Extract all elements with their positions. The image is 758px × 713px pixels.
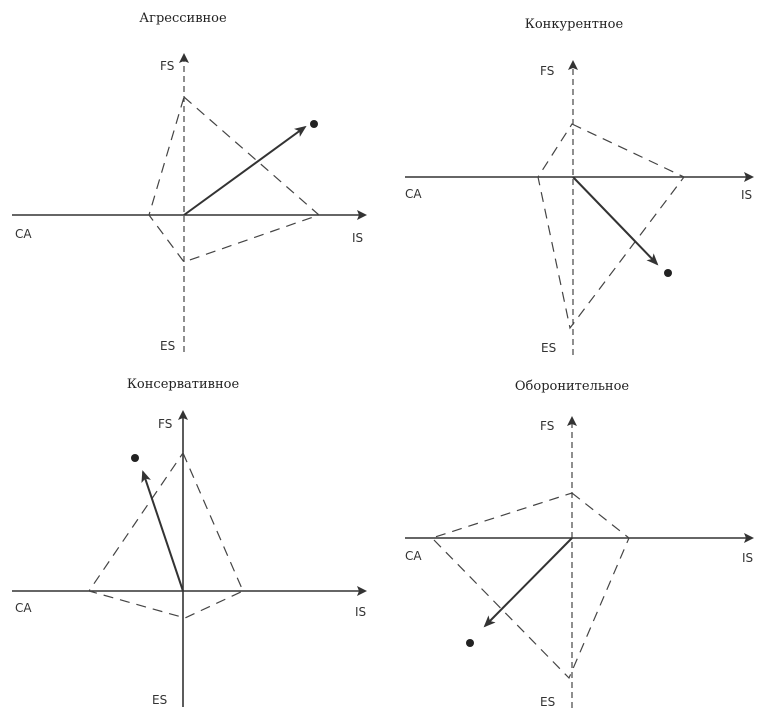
diagram-defensive: Оборонительное FS ES CA IS xyxy=(405,379,754,709)
direction-vector xyxy=(141,470,184,592)
fs-label: FS xyxy=(540,64,554,78)
diagram-aggressive: Агрессивное FS ES CA IS xyxy=(12,11,367,353)
is-label: IS xyxy=(741,188,752,202)
ca-label: CA xyxy=(405,549,422,563)
vector-point xyxy=(310,120,318,128)
is-label: IS xyxy=(352,231,363,245)
diagram-title: Консервативное xyxy=(127,377,240,392)
fs-label: FS xyxy=(158,417,172,431)
ca-label: CA xyxy=(15,601,32,615)
ca-label: CA xyxy=(15,227,32,241)
es-label: ES xyxy=(160,339,175,353)
profile-polygon xyxy=(88,451,244,619)
is-label: IS xyxy=(355,605,366,619)
is-label: IS xyxy=(742,551,753,565)
direction-vector xyxy=(572,176,659,266)
diagram-conservative: Консервативное FS ES CA IS xyxy=(12,377,367,707)
direction-vector xyxy=(483,537,573,628)
profile-polygon xyxy=(537,123,685,330)
es-label: ES xyxy=(540,695,555,709)
vector-point xyxy=(466,639,474,647)
fs-label: FS xyxy=(540,419,554,433)
es-label: ES xyxy=(541,341,556,355)
ca-label: CA xyxy=(405,187,422,201)
es-label: ES xyxy=(152,693,167,707)
vector-point xyxy=(131,454,139,462)
direction-vector xyxy=(183,125,307,216)
profile-polygon xyxy=(430,492,630,680)
vector-point xyxy=(664,269,672,277)
diagram-title: Конкурентное xyxy=(525,17,624,32)
diagram-competitive: Конкурентное FS ES CA IS xyxy=(405,17,754,355)
fs-label: FS xyxy=(160,59,174,73)
diagram-title: Оборонительное xyxy=(515,379,630,394)
profile-polygon xyxy=(148,95,321,263)
diagram-title: Агрессивное xyxy=(139,11,227,26)
